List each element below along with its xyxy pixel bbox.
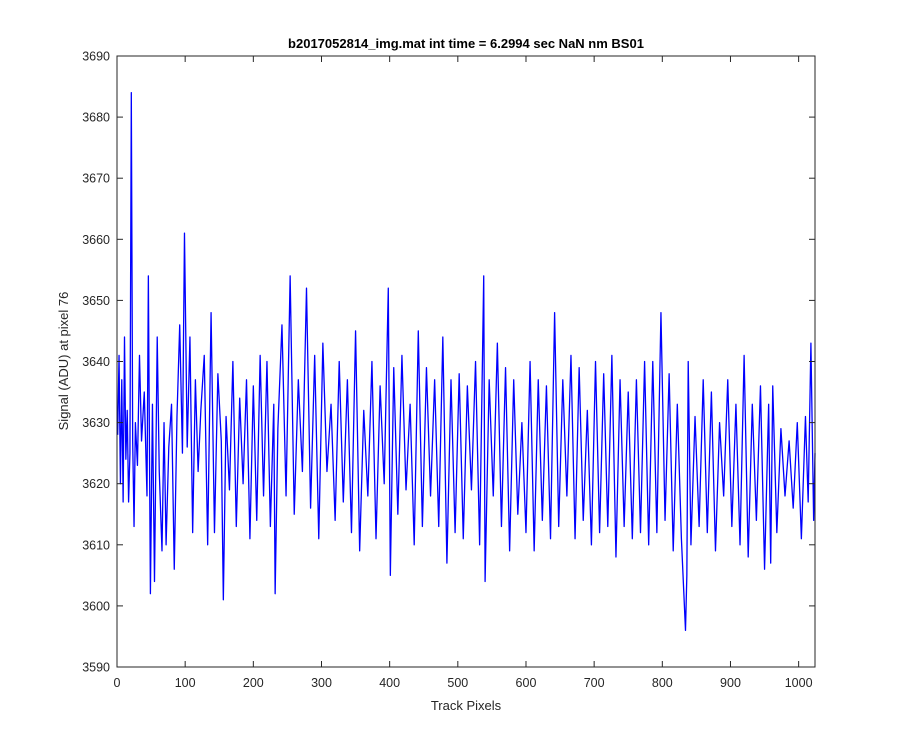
x-tick-label: 1000 [785,676,813,690]
y-tick-label: 3590 [82,661,110,675]
y-tick-label: 3660 [82,233,110,247]
y-tick-label: 3630 [82,416,110,430]
y-tick-label: 3650 [82,294,110,308]
y-tick-label: 3600 [82,599,110,613]
x-axis-ticks: 0 100 200 300 400 500 600 700 800 900 1000 [114,56,813,690]
y-tick-label: 3610 [82,538,110,552]
x-tick-label: 500 [447,676,468,690]
y-axis-ticks: 3590 3600 3610 3620 3630 3640 3650 3660 3670 3680… [82,50,815,675]
y-tick-label: 3670 [82,172,110,186]
x-tick-label: 0 [114,676,121,690]
chart-title: b2017052814_img.mat int time = 6.2994 se… [288,36,644,51]
y-tick-label: 3620 [82,477,110,491]
series-layer [117,92,816,631]
x-tick-label: 700 [584,676,605,690]
x-tick-label: 400 [379,676,400,690]
y-tick-label: 3690 [82,50,110,64]
y-tick-label: 3640 [82,355,110,369]
y-tick-label: 3680 [82,111,110,125]
x-tick-label: 600 [516,676,537,690]
y-axis-label: Signal (ADU) at pixel 76 [56,292,71,431]
plot-area [117,56,815,667]
x-axis-label: Track Pixels [431,698,502,713]
x-tick-label: 900 [720,676,741,690]
x-tick-label: 300 [311,676,332,690]
x-tick-label: 200 [243,676,264,690]
signal-series-line [117,92,816,631]
x-tick-label: 800 [652,676,673,690]
x-tick-label: 100 [175,676,196,690]
